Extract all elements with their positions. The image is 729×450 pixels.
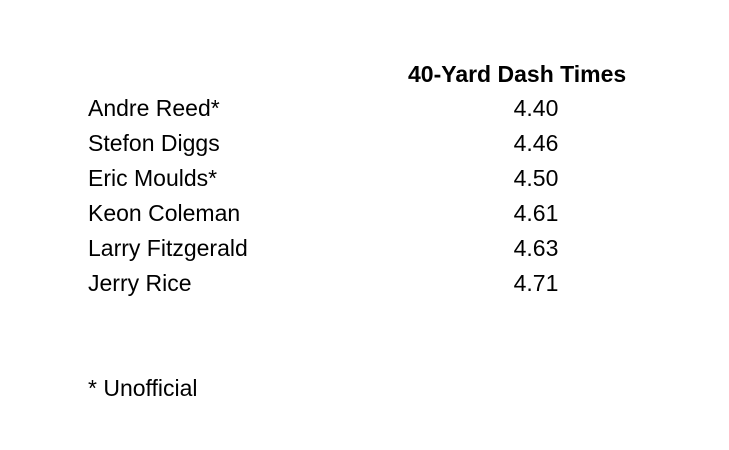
list-item: Stefon Diggs 4.46 [88,129,648,164]
table-header: 40-Yard Dash Times [408,61,627,87]
player-name: Keon Coleman [88,200,241,226]
player-name: Larry Fitzgerald [88,235,248,261]
list-item: Eric Moulds* 4.50 [88,164,648,199]
dash-times-list: Andre Reed* 4.40 Stefon Diggs 4.46 Eric … [88,94,648,304]
dash-time: 4.40 [513,95,559,121]
player-name: Eric Moulds* [88,165,218,191]
dash-time: 4.71 [513,270,559,296]
player-name: Jerry Rice [88,270,192,296]
player-name: Stefon Diggs [88,130,220,156]
list-item: Keon Coleman 4.61 [88,199,648,234]
dash-time: 4.63 [513,235,559,261]
footnote: * Unofficial [88,375,198,401]
list-item: Andre Reed* 4.40 [88,94,648,129]
list-item: Jerry Rice 4.71 [88,269,648,304]
list-item: Larry Fitzgerald 4.63 [88,234,648,269]
dash-time: 4.61 [513,200,559,226]
player-name: Andre Reed* [88,95,220,121]
dash-time: 4.46 [513,130,559,156]
dash-time: 4.50 [513,165,559,191]
